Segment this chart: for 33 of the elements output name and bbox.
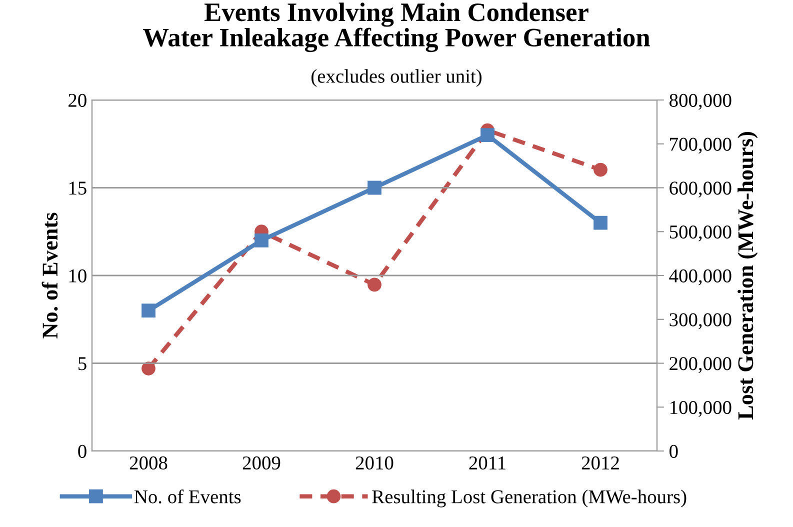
y-tick-label: 5 <box>78 357 86 370</box>
y2-tick-label: 400,000 <box>669 269 732 286</box>
y-tick-label: 20 <box>68 94 86 107</box>
y2-tick-label: 600,000 <box>670 182 732 198</box>
y2-tick-label: 100,000 <box>670 400 732 417</box>
y2-tick-label: 200,000 <box>670 357 732 373</box>
y2-tick-label: 500,000 <box>670 225 732 242</box>
x-tick-label: 2011 <box>469 456 506 470</box>
x-tick-label: 2008 <box>130 456 168 470</box>
legend-label: Resulting Lost Generation (MWe-hours) <box>372 490 686 508</box>
legend-label: No. of Events <box>134 489 241 504</box>
point <box>594 216 608 230</box>
y-tick-label: 0 <box>78 444 86 458</box>
y2-tick-label: 800,000 <box>670 94 732 110</box>
point <box>594 162 608 177</box>
point <box>142 362 156 376</box>
y2-tick-label: 300,000 <box>670 313 732 330</box>
point <box>254 233 268 248</box>
point <box>142 304 156 318</box>
y-tick-label: 10 <box>69 269 86 282</box>
x-tick-label: 2010 <box>356 456 394 470</box>
point <box>368 278 382 292</box>
y2-axis-title: Lost Generation (MWe-hours) <box>738 132 758 420</box>
chart-title: Events Involving Main Condenser Water Inleakage Affecting Power Generation <box>143 2 650 52</box>
x-tick-label: 2009 <box>242 456 280 470</box>
chart-subtitle: (excludes outlier unit) <box>312 69 482 87</box>
point <box>368 180 382 195</box>
x-tick-label: 2012 <box>582 456 619 470</box>
y2-tick-label: 700,000 <box>670 138 732 154</box>
y2-tick-label: 0 <box>670 444 678 458</box>
y-tick-label: 15 <box>69 182 86 195</box>
y-axis-title: No. of Events <box>42 212 58 338</box>
point <box>480 128 494 142</box>
